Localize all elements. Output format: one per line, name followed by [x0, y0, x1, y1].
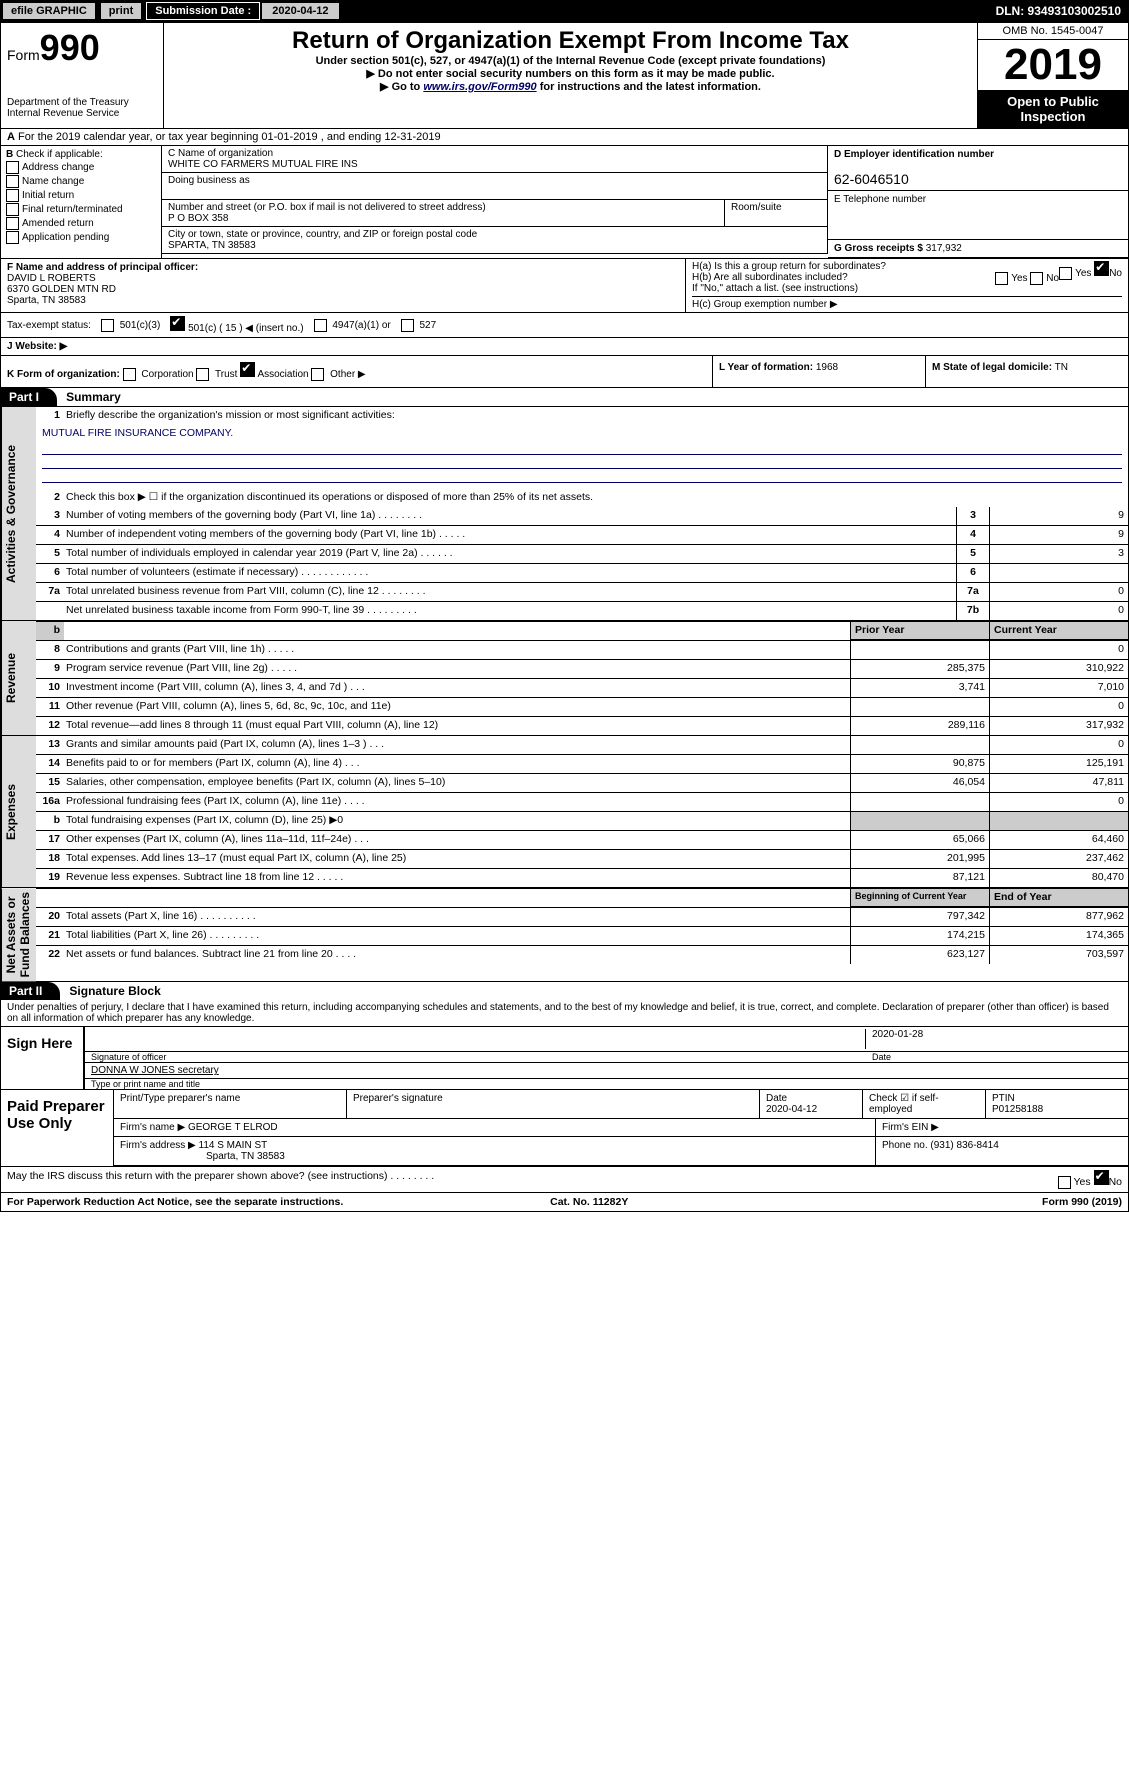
v9c: 310,922 [989, 660, 1128, 678]
city-state-zip: SPARTA, TN 38583 [168, 240, 821, 251]
form-of-org: K Form of organization: Corporation Trus… [1, 356, 712, 387]
firm-name: GEORGE T ELROD [188, 1122, 278, 1133]
tax-year: 2019 [978, 40, 1128, 90]
street-address: P O BOX 358 [168, 213, 718, 224]
chk-association-checked [240, 362, 255, 377]
state-domicile: M State of legal domicile: TN [925, 356, 1128, 387]
v20c: 877,962 [989, 908, 1128, 926]
v11c: 0 [989, 698, 1128, 716]
vlabel-revenue: Revenue [1, 621, 36, 735]
self-employed-check: Check ☑ if self-employed [862, 1090, 985, 1118]
form-footer: Form 990 (2019) [1042, 1196, 1122, 1208]
v12c: 317,932 [989, 717, 1128, 735]
org-name-box: C Name of organization WHITE CO FARMERS … [162, 146, 828, 173]
officer-name: DAVID L ROBERTS [7, 273, 96, 284]
firm-phone: (931) 836-8414 [930, 1140, 998, 1151]
v7b: 0 [989, 602, 1128, 620]
v22c: 703,597 [989, 946, 1128, 964]
section-b-checkboxes: B Check if applicable: Address change Na… [1, 146, 162, 258]
mission-line [42, 441, 1122, 455]
chk-application-pending[interactable]: Application pending [6, 231, 156, 244]
part-i-header: Part I [1, 388, 57, 406]
part-ii-header: Part II [1, 982, 60, 1000]
discuss-question: May the IRS discuss this return with the… [7, 1170, 434, 1189]
vlabel-activities: Activities & Governance [1, 407, 36, 620]
telephone-box: E Telephone number [828, 191, 1128, 240]
v13c: 0 [989, 736, 1128, 754]
v14c: 125,191 [989, 755, 1128, 773]
ein: 62-6046510 [834, 171, 909, 187]
subtitle-2: ▶ Do not enter social security numbers o… [170, 67, 971, 80]
vlabel-expenses: Expenses [1, 736, 36, 887]
chk-amended-return[interactable]: Amended return [6, 217, 156, 230]
section-h: H(a) Is this a group return for subordin… [686, 259, 1128, 312]
line-1: Briefly describe the organization's miss… [64, 407, 1128, 425]
dba-box: Doing business as [162, 173, 828, 200]
vlabel-net-assets: Net Assets or Fund Balances [1, 888, 36, 981]
v4: 9 [989, 526, 1128, 544]
sign-here-label: Sign Here [1, 1027, 83, 1089]
org-name: WHITE CO FARMERS MUTUAL FIRE INS [168, 159, 821, 170]
officer-name-title: DONNA W JONES secretary [91, 1065, 219, 1076]
ein-box: D Employer identification number 62-6046… [828, 146, 1128, 191]
efile-label: efile GRAPHIC [2, 2, 96, 20]
omb-number: OMB No. 1545-0047 [978, 23, 1128, 40]
v5: 3 [989, 545, 1128, 563]
form-prefix: Form [7, 47, 40, 63]
v3: 9 [989, 507, 1128, 525]
v15c: 47,811 [989, 774, 1128, 792]
chk-name-change[interactable]: Name change [6, 175, 156, 188]
submission-date-label: Submission Date : [146, 2, 260, 20]
street-box: Number and street (or P.O. box if mail i… [162, 200, 725, 227]
mission-text: MUTUAL FIRE INSURANCE COMPANY. [36, 425, 1128, 441]
period-line-a: A For the 2019 calendar year, or tax yea… [1, 129, 1128, 145]
preparer-date: 2020-04-12 [766, 1104, 817, 1115]
open-to-public: Open to Public Inspection [978, 90, 1128, 128]
form-title: Return of Organization Exempt From Incom… [170, 27, 971, 55]
paid-preparer-label: Paid Preparer Use Only [1, 1090, 113, 1166]
v16ac: 0 [989, 793, 1128, 811]
city-box: City or town, state or province, country… [162, 227, 828, 254]
v18c: 237,462 [989, 850, 1128, 868]
chk-final-return[interactable]: Final return/terminated [6, 203, 156, 216]
ptin: P01258188 [992, 1104, 1043, 1115]
dept-label: Department of the Treasury Internal Reve… [7, 97, 157, 119]
header-right: OMB No. 1545-0047 2019 Open to Public In… [978, 23, 1128, 128]
print-button[interactable]: print [100, 2, 142, 20]
form-number: 990 [40, 27, 100, 68]
website-row: J Website: ▶ [1, 337, 1128, 355]
topbar: efile GRAPHIC print Submission Date : 20… [0, 0, 1129, 22]
tax-exempt-status: Tax-exempt status: 501(c)(3) 501(c) ( 15… [1, 312, 1128, 337]
gross-receipts: G Gross receipts $ 317,932 [828, 240, 1128, 258]
header-title-box: Return of Organization Exempt From Incom… [164, 23, 978, 128]
instructions-link[interactable]: www.irs.gov/Form990 [423, 81, 536, 93]
discuss-no-checked [1094, 1170, 1109, 1185]
cat-no: Cat. No. 11282Y [550, 1196, 628, 1208]
v10c: 7,010 [989, 679, 1128, 697]
perjury-declaration: Under penalties of perjury, I declare th… [1, 1000, 1128, 1026]
year-formation: L Year of formation: 1968 [712, 356, 925, 387]
part-ii-title: Signature Block [63, 981, 166, 1001]
part-i-title: Summary [60, 387, 127, 407]
submission-date: 2020-04-12 [262, 3, 338, 19]
chk-no-checked [1094, 261, 1109, 276]
chk-501c-checked [170, 316, 185, 331]
v7a: 0 [989, 583, 1128, 601]
v17c: 64,460 [989, 831, 1128, 849]
v8c: 0 [989, 641, 1128, 659]
chk-initial-return[interactable]: Initial return [6, 189, 156, 202]
v19c: 80,470 [989, 869, 1128, 887]
pra-notice: For Paperwork Reduction Act Notice, see … [7, 1196, 343, 1208]
chk-address-change[interactable]: Address change [6, 161, 156, 174]
principal-officer-box: F Name and address of principal officer:… [1, 259, 686, 312]
dln: DLN: 93493103002510 [988, 2, 1129, 20]
sig-date: 2020-01-28 [865, 1029, 1122, 1049]
firm-address: 114 S MAIN ST [199, 1140, 268, 1151]
v6 [989, 564, 1128, 582]
subtitle-1: Under section 501(c), 527, or 4947(a)(1)… [170, 55, 971, 67]
room-suite: Room/suite [725, 200, 828, 227]
line-2: Check this box ▶ ☐ if the organization d… [64, 489, 1128, 507]
form-id-box: Form990 Department of the Treasury Inter… [1, 23, 164, 128]
v21c: 174,365 [989, 927, 1128, 945]
